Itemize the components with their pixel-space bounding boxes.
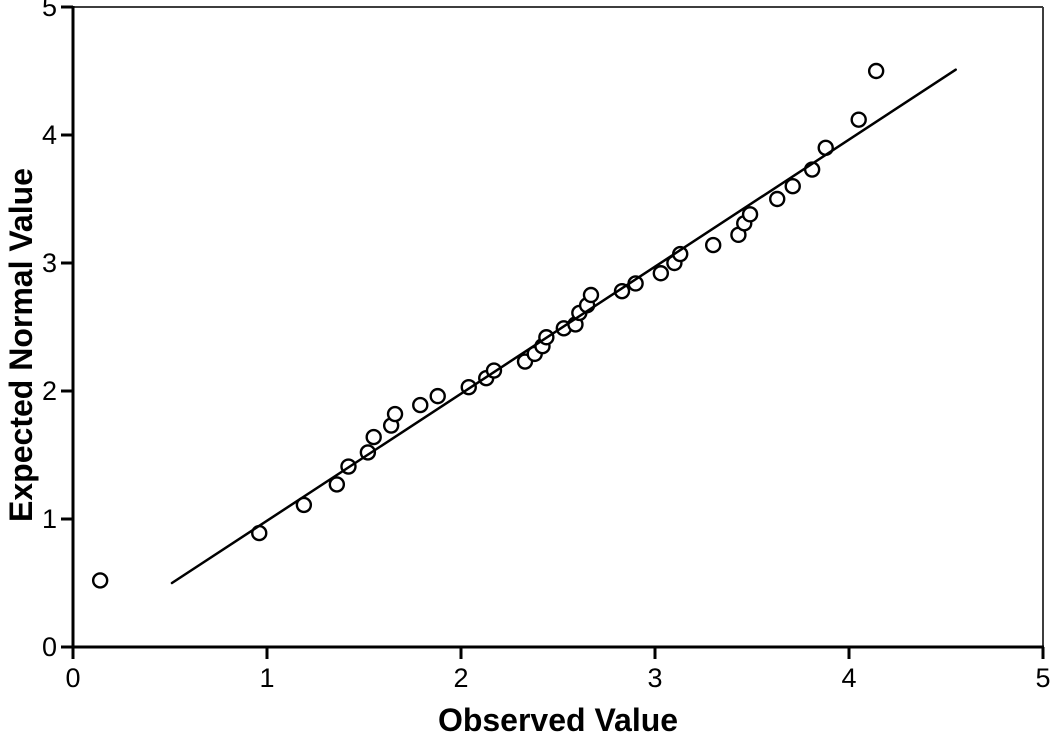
data-point <box>741 206 759 223</box>
x-tick-label: 2 <box>453 663 468 693</box>
x-axis-title: Observed Value <box>438 702 678 738</box>
data-point <box>784 177 801 195</box>
data-point <box>652 265 670 282</box>
data-point <box>386 405 404 423</box>
data-point <box>429 387 446 405</box>
data-point <box>91 572 109 589</box>
y-tick-label: 3 <box>42 248 57 278</box>
x-tick-label: 5 <box>1035 663 1050 693</box>
data-point <box>328 476 346 493</box>
x-tick-label: 0 <box>65 663 80 693</box>
normal-fit-line <box>170 68 957 585</box>
data-point <box>867 62 885 80</box>
data-point <box>769 190 786 208</box>
data-point <box>412 396 429 414</box>
y-tick-label: 2 <box>42 376 57 406</box>
data-point <box>613 282 631 300</box>
y-tick-label: 0 <box>42 632 57 662</box>
y-axis-title: Expected Normal Value <box>3 168 39 522</box>
data-point <box>850 111 867 128</box>
y-tick-label: 1 <box>42 504 57 534</box>
data-point <box>365 428 382 446</box>
y-tick-label: 5 <box>42 0 57 22</box>
data-point <box>582 286 600 304</box>
y-tick-label: 4 <box>42 120 57 150</box>
data-point <box>705 236 722 254</box>
x-tick-label: 3 <box>647 663 662 693</box>
x-tick-label: 1 <box>259 663 274 693</box>
x-tick-label: 4 <box>841 663 856 693</box>
